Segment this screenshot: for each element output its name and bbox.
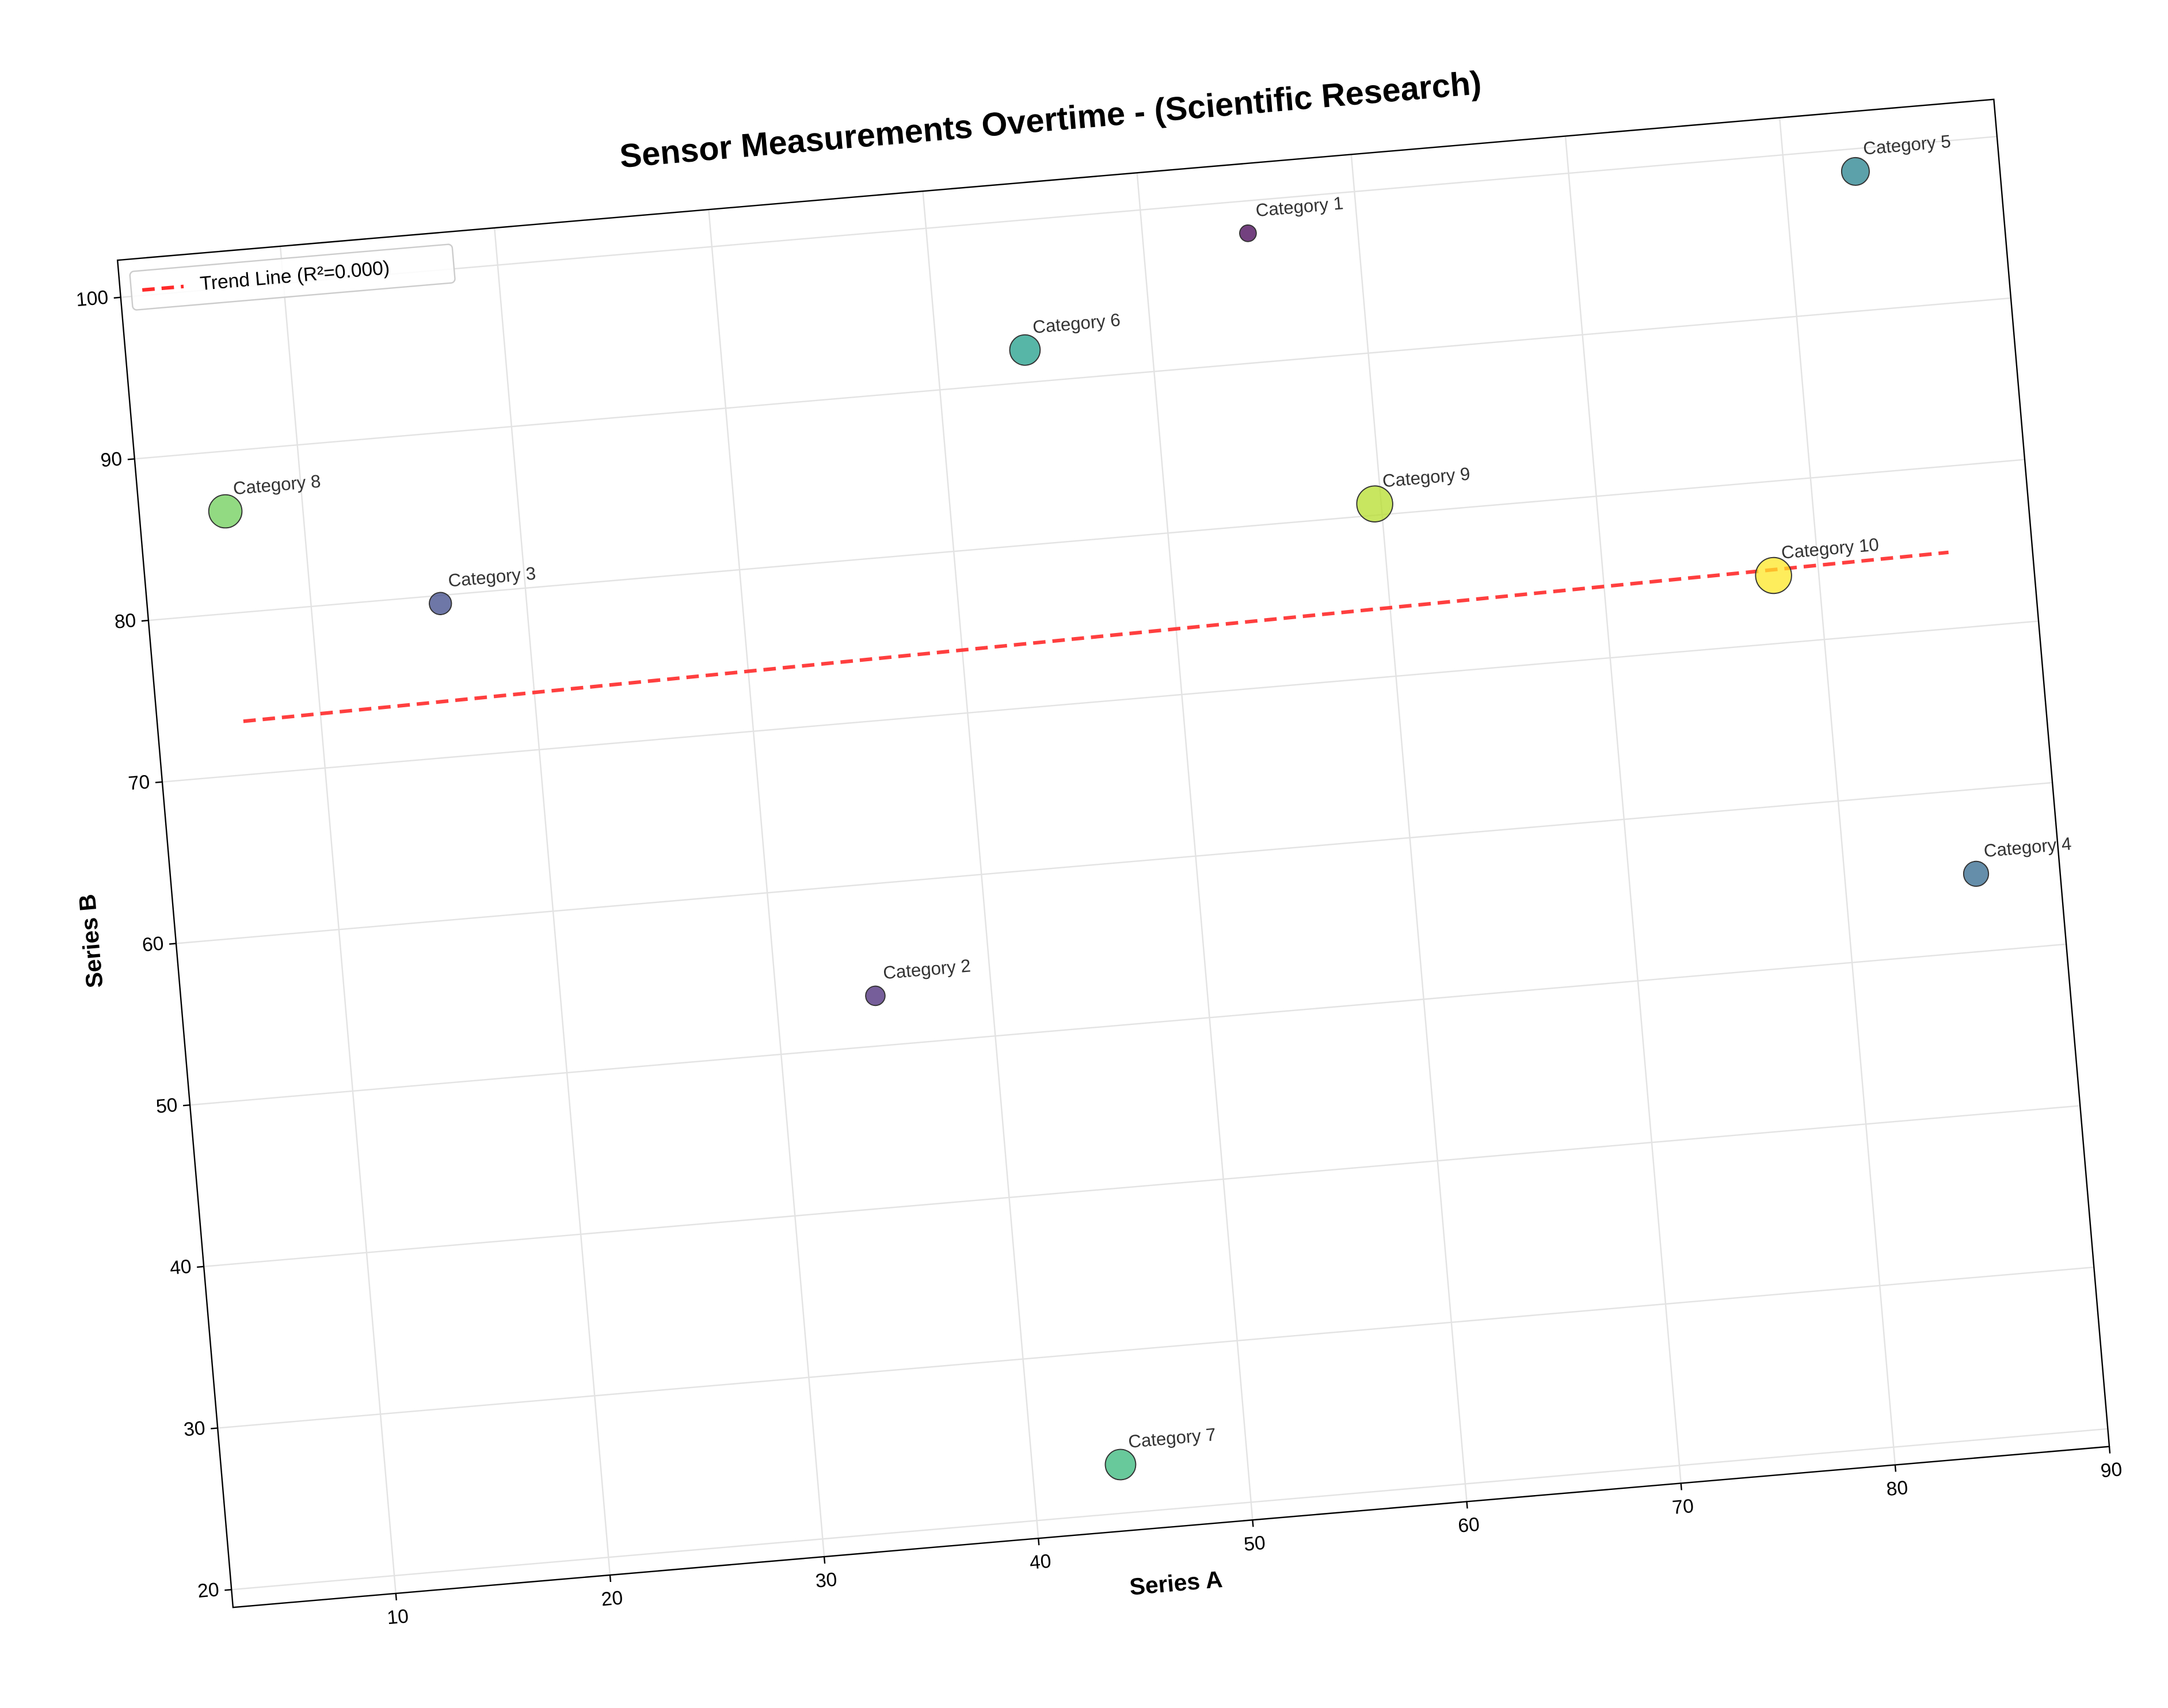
legend-swatch [142,284,184,292]
grid-line [231,1428,2108,1591]
y-tick [141,619,148,622]
x-tick [609,1574,612,1583]
grid-line [204,1105,2081,1268]
y-tick-label: 60 [141,933,164,956]
point [1239,224,1257,242]
point [208,494,243,529]
point [865,985,886,1006]
x-tick [2108,1446,2111,1454]
legend: Trend Line (R²=0.000) [129,243,456,311]
y-tick [155,781,163,784]
grid-line [1778,117,1896,1465]
y-tick-label: 80 [113,610,136,633]
x-tick-label: 30 [814,1569,837,1592]
grid-line [148,459,2025,622]
y-tick-label: 70 [127,772,150,795]
grid-line [218,1266,2094,1429]
y-tick [169,943,177,945]
x-tick [823,1556,826,1564]
x-tick-label: 10 [386,1606,409,1629]
x-tick [1894,1465,1897,1472]
grid-line [1350,154,1468,1502]
y-tick-label: 100 [75,287,109,311]
grid-line [708,209,825,1557]
grid-line [134,297,2011,460]
x-tick [1680,1483,1682,1490]
grid-line [1136,173,1253,1520]
y-tick-label: 90 [100,448,123,471]
x-tick [1466,1501,1468,1509]
y-tick-label: 30 [183,1417,206,1440]
x-tick-label: 20 [600,1587,623,1610]
y-tick [211,1427,218,1429]
x-tick-label: 60 [1457,1514,1480,1537]
x-tick-label: 50 [1243,1532,1266,1556]
point [1963,860,1990,887]
x-tick [1038,1538,1040,1546]
grid-line [279,246,397,1593]
x-tick-label: 40 [1029,1551,1052,1574]
y-tick-label: 40 [169,1256,192,1279]
y-tick-label: 20 [197,1579,220,1602]
point [1356,485,1393,523]
grid-line [494,227,611,1576]
x-tick [395,1593,397,1600]
x-tick-label: 80 [1885,1477,1908,1500]
x-tick-label: 70 [1671,1496,1694,1519]
point [1755,556,1792,594]
y-tick-label: 50 [155,1095,178,1118]
point [1104,1448,1137,1481]
x-tick-label: 90 [2100,1459,2123,1482]
point [429,592,452,615]
grid-line [162,620,2039,783]
point [1009,334,1041,366]
x-tick [1252,1520,1254,1527]
grid-line [1564,136,1682,1484]
trend-line [243,550,1949,723]
y-tick [224,1589,232,1591]
grid-line [176,781,2053,944]
grid-line [189,943,2067,1106]
legend-box [129,243,456,311]
point [1841,157,1870,186]
grid-line [922,191,1039,1539]
plot-frame [116,98,2110,1608]
